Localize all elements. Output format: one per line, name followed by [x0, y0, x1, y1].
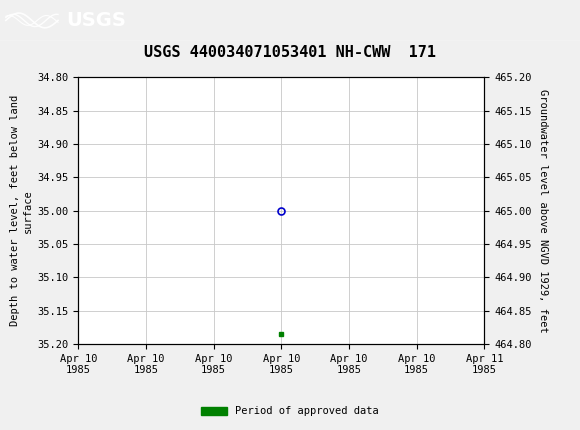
Y-axis label: Groundwater level above NGVD 1929, feet: Groundwater level above NGVD 1929, feet: [538, 89, 548, 332]
Text: USGS 440034071053401 NH-CWW  171: USGS 440034071053401 NH-CWW 171: [144, 45, 436, 60]
Legend: Period of approved data: Period of approved data: [197, 402, 383, 421]
Y-axis label: Depth to water level, feet below land
surface: Depth to water level, feet below land su…: [10, 95, 33, 326]
Text: USGS: USGS: [67, 11, 126, 30]
